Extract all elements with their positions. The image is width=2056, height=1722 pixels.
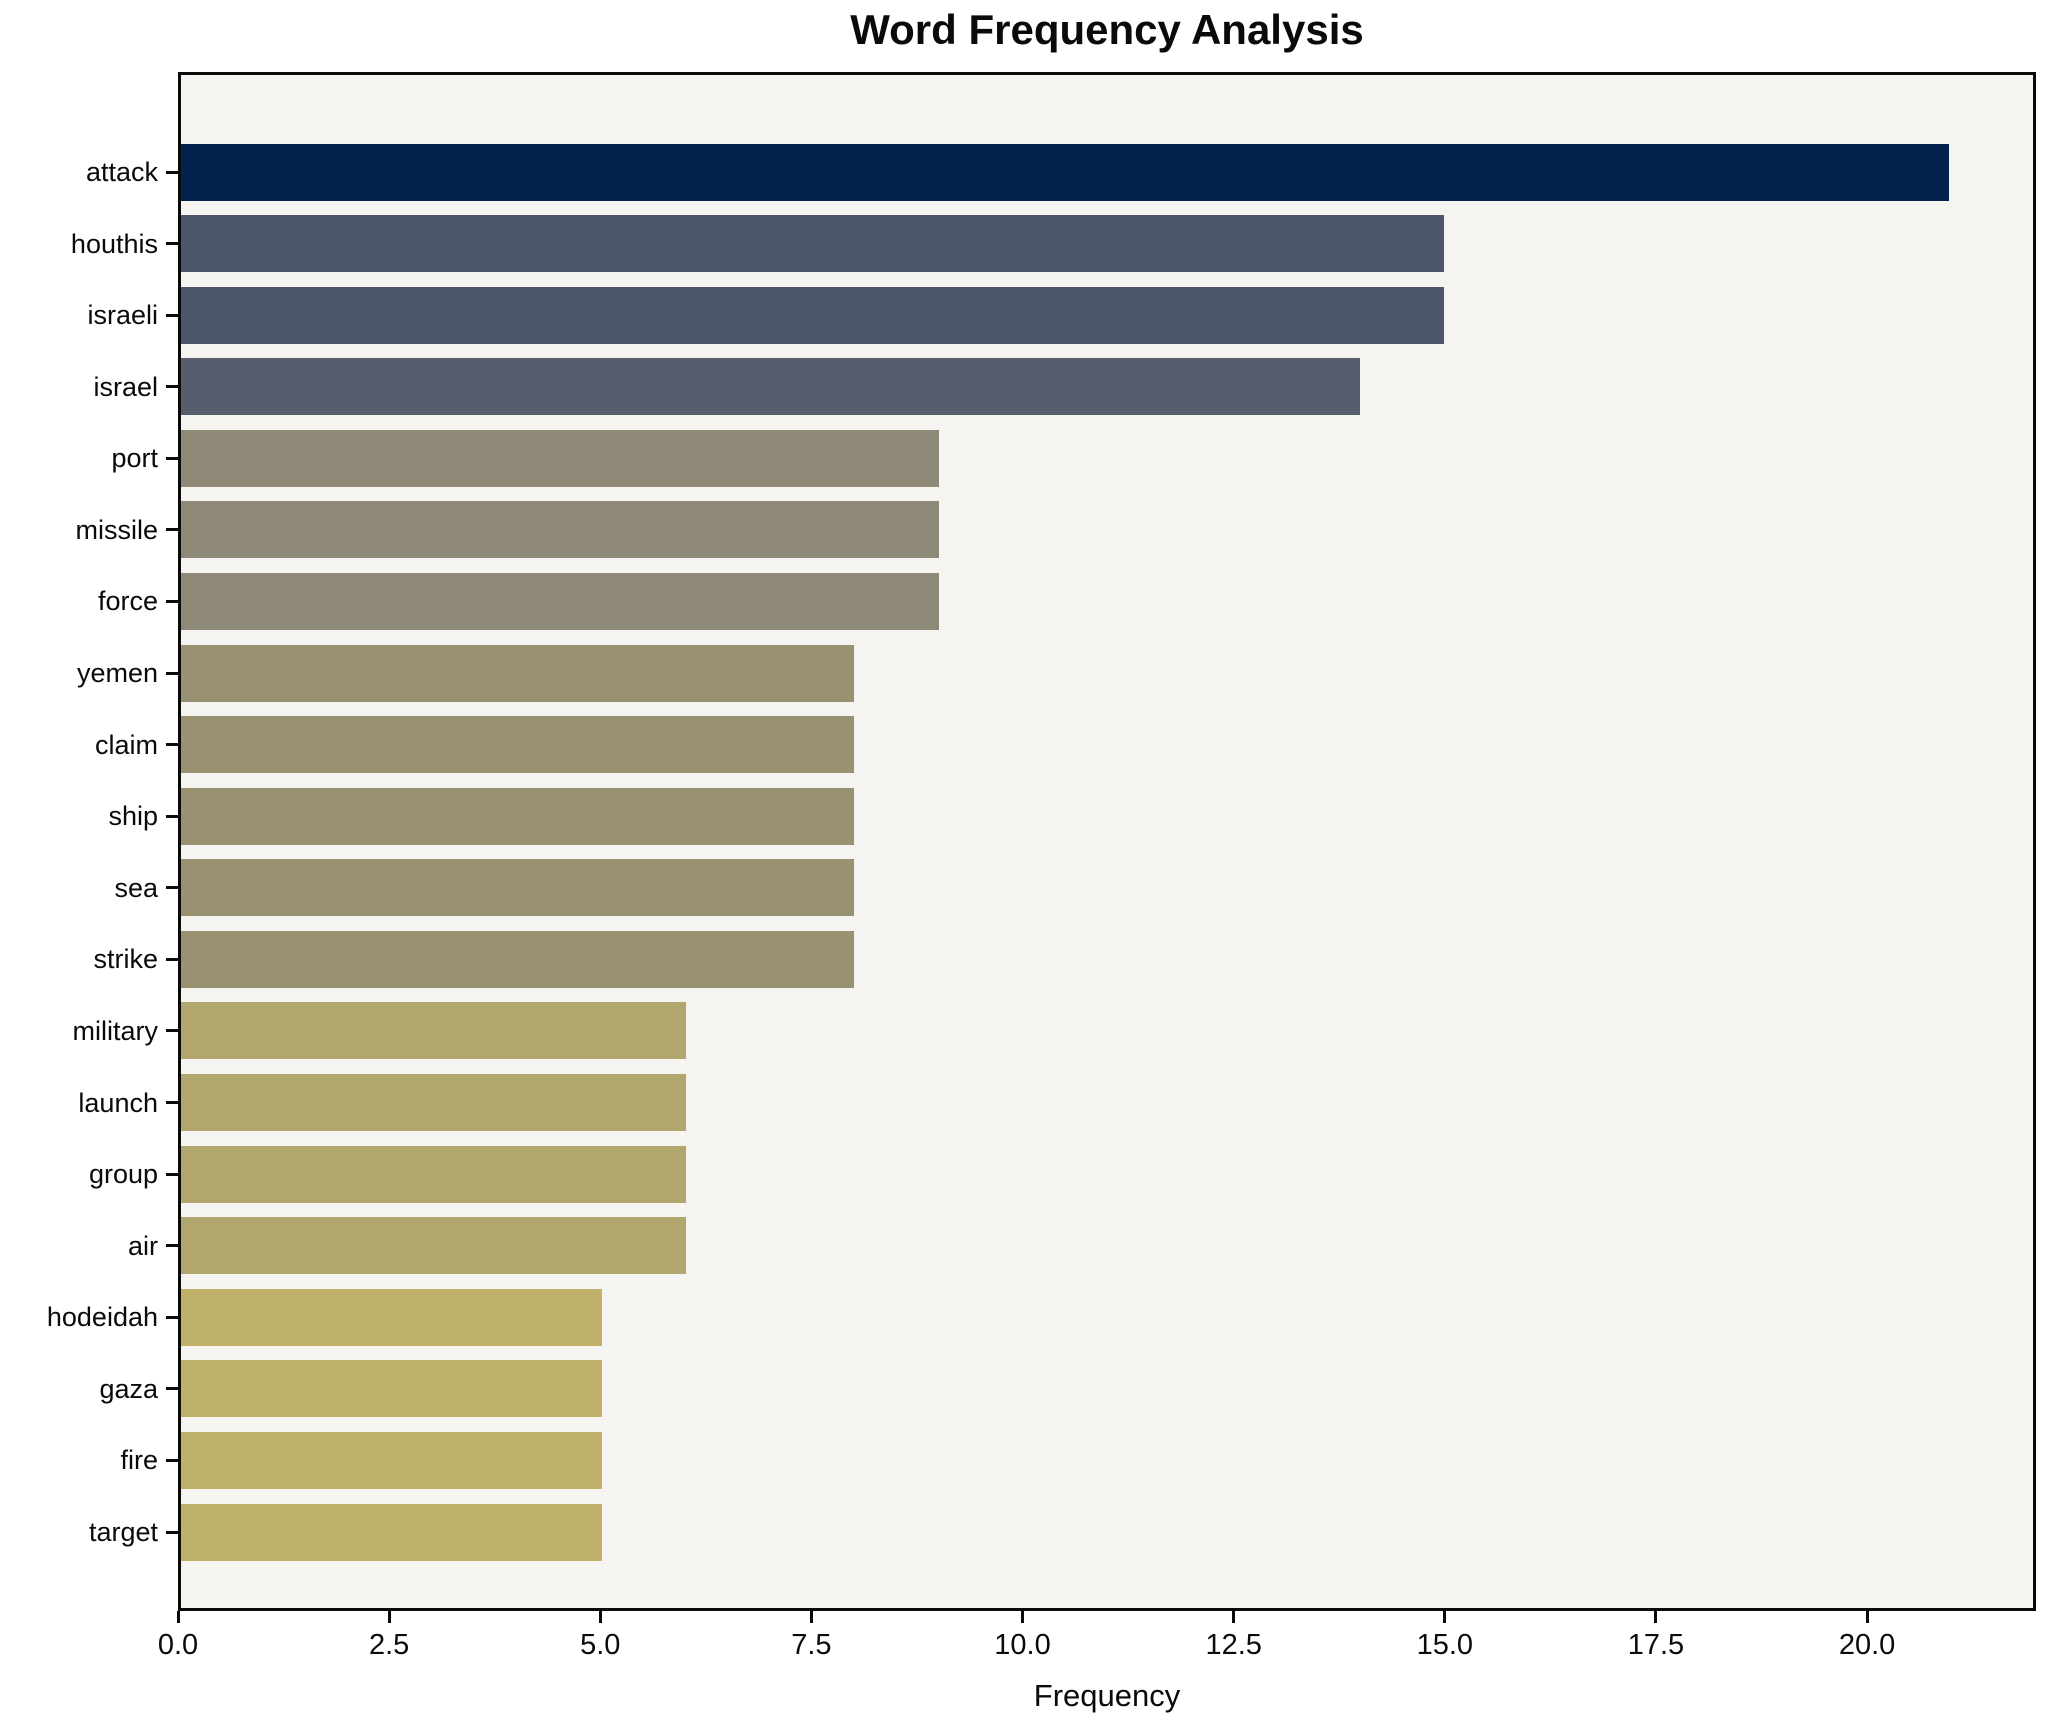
x-tick-mark-20.0	[1865, 1611, 1869, 1623]
y-tick-label-hodeidah: hodeidah	[46, 1302, 158, 1333]
y-tick-mark-air	[166, 1244, 178, 1248]
y-tick-mark-group	[166, 1172, 178, 1176]
x-tick-label-12.5: 12.5	[1205, 1629, 1262, 1661]
y-tick-mark-gaza	[166, 1387, 178, 1391]
y-tick-label-ship: ship	[108, 801, 158, 832]
y-tick-label-sea: sea	[114, 872, 158, 903]
x-tick-mark-12.5	[1232, 1611, 1236, 1623]
y-tick-mark-force	[166, 599, 178, 603]
bar-group	[181, 1145, 687, 1203]
y-tick-label-air: air	[127, 1230, 158, 1261]
bar-force	[181, 572, 939, 630]
y-tick-label-group: group	[88, 1159, 158, 1190]
y-tick-label-gaza: gaza	[99, 1373, 158, 1404]
y-tick-label-attack: attack	[85, 157, 158, 187]
x-tick-mark-7.5	[809, 1611, 813, 1623]
x-tick-mark-10.0	[1021, 1611, 1025, 1623]
y-tick-mark-fire	[166, 1458, 178, 1462]
x-tick-label-7.5: 7.5	[791, 1629, 832, 1661]
x-tick-label-5.0: 5.0	[580, 1629, 621, 1661]
y-tick-mark-yemen	[166, 671, 178, 675]
bar-missile	[181, 501, 939, 559]
x-tick-mark-2.5	[387, 1611, 391, 1623]
y-tick-mark-hodeidah	[166, 1315, 178, 1319]
bar-claim	[181, 716, 855, 774]
bar-attack	[181, 143, 1949, 201]
y-tick-label-fire: fire	[120, 1445, 158, 1476]
y-tick-label-military: military	[72, 1015, 159, 1046]
y-tick-label-launch: launch	[78, 1087, 158, 1118]
bar-houthis	[181, 215, 1444, 273]
x-tick-label-2.5: 2.5	[368, 1629, 410, 1661]
bar-strike	[181, 930, 855, 988]
y-tick-mark-port	[166, 456, 178, 460]
y-tick-mark-target	[166, 1530, 178, 1534]
y-tick-mark-attack	[166, 170, 178, 174]
x-tick-label-20.0: 20.0	[1838, 1629, 1896, 1661]
y-tick-mark-missile	[166, 528, 178, 532]
x-tick-mark-0.0	[176, 1611, 180, 1623]
bar-israeli	[181, 286, 1444, 344]
bar-military	[181, 1002, 687, 1060]
x-tick-label-0.0: 0.0	[157, 1629, 199, 1661]
x-tick-mark-15.0	[1443, 1611, 1447, 1623]
x-tick-mark-17.5	[1654, 1611, 1658, 1623]
bar-yemen	[181, 644, 855, 702]
y-tick-label-yemen: yemen	[76, 658, 158, 689]
bar-ship	[181, 787, 855, 845]
bar-target	[181, 1503, 602, 1561]
bar-port	[181, 429, 939, 487]
y-tick-label-target: target	[88, 1517, 158, 1547]
x-tick-mark-5.0	[598, 1611, 602, 1623]
y-tick-mark-military	[166, 1029, 178, 1033]
bar-air	[181, 1217, 687, 1275]
x-tick-label-17.5: 17.5	[1627, 1629, 1685, 1661]
y-tick-label-force: force	[97, 586, 158, 617]
y-tick-mark-israeli	[166, 313, 178, 317]
bar-hodeidah	[181, 1288, 602, 1346]
y-tick-label-claim: claim	[94, 729, 158, 760]
bar-launch	[181, 1074, 687, 1132]
y-tick-mark-launch	[166, 1101, 178, 1105]
bar-sea	[181, 859, 855, 917]
y-tick-mark-sea	[166, 886, 178, 890]
x-axis-label: Frequency	[1033, 1678, 1181, 1713]
bar-gaza	[181, 1360, 602, 1418]
y-tick-label-missile: missile	[75, 514, 158, 545]
y-tick-label-strike: strike	[93, 944, 158, 975]
x-tick-label-15.0: 15.0	[1416, 1629, 1474, 1661]
y-tick-label-houthis: houthis	[70, 228, 158, 259]
bar-fire	[181, 1431, 602, 1489]
y-tick-mark-strike	[166, 957, 178, 961]
y-tick-mark-israel	[166, 385, 178, 389]
y-tick-mark-claim	[166, 743, 178, 747]
chart-title: Word Frequency Analysis	[850, 6, 1364, 53]
y-tick-mark-ship	[166, 814, 178, 818]
plot-area	[178, 72, 2036, 1611]
bar-israel	[181, 358, 1360, 416]
y-tick-label-israeli: israeli	[87, 300, 158, 331]
x-tick-label-10.0: 10.0	[994, 1629, 1051, 1661]
y-tick-label-israel: israel	[93, 371, 158, 402]
y-tick-label-port: port	[111, 443, 158, 474]
y-tick-mark-houthis	[166, 242, 178, 246]
